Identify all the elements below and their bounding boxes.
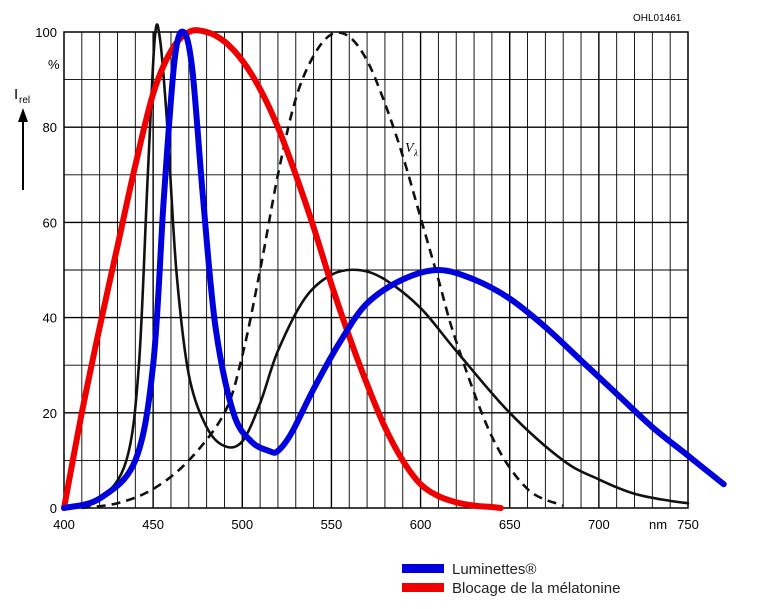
legend-swatch <box>402 564 444 573</box>
x-unit-label: nm <box>649 517 667 532</box>
legend-swatch <box>402 583 444 592</box>
series-line-melatonin <box>61 27 504 511</box>
x-tick-label: 650 <box>499 517 521 532</box>
x-tick-label: 450 <box>142 517 164 532</box>
y-tick-label: 0 <box>50 501 57 516</box>
y-tick-label: 100 <box>35 25 57 40</box>
y-tick-label: 20 <box>43 406 57 421</box>
v-lambda-sub: λ <box>413 148 418 158</box>
series-layer <box>61 23 727 511</box>
x-tick-label: 600 <box>410 517 432 532</box>
y-axis-arrow-head <box>18 108 28 122</box>
legend-label: Luminettes® <box>452 561 536 578</box>
legend-label: Blocage de la mélatonine <box>452 580 620 597</box>
y-tick-label: 60 <box>43 215 57 230</box>
y-axis-label-sub: rel <box>19 95 30 106</box>
legend: Luminettes® Blocage de la mélatonine <box>402 561 620 597</box>
v-lambda-main: V <box>405 141 415 156</box>
tick-labels: 400 450 500 550 600 650 700 750 0 20 40 60 80 100 <box>35 25 699 532</box>
y-tick-label: 80 <box>43 120 57 135</box>
figure-code: OHL01461 <box>633 13 682 24</box>
x-tick-label: 550 <box>321 517 343 532</box>
legend-item: Luminettes® <box>402 561 536 578</box>
legend-item: Blocage de la mélatonine <box>402 580 620 597</box>
y-tick-label: 40 <box>43 311 57 326</box>
x-tick-label: 500 <box>231 517 253 532</box>
series-line-luminettes <box>61 28 727 511</box>
y-axis-title: I rel <box>14 86 30 190</box>
x-tick-label: 700 <box>588 517 610 532</box>
v-lambda-label: V λ <box>405 141 418 158</box>
series-line-v-lambda <box>81 31 564 510</box>
x-tick-label: 750 <box>677 517 699 532</box>
x-tick-label: 400 <box>53 517 75 532</box>
y-unit-label: % <box>48 57 60 72</box>
series-line-white-led <box>62 23 690 510</box>
y-axis-label-main: I <box>14 86 18 103</box>
